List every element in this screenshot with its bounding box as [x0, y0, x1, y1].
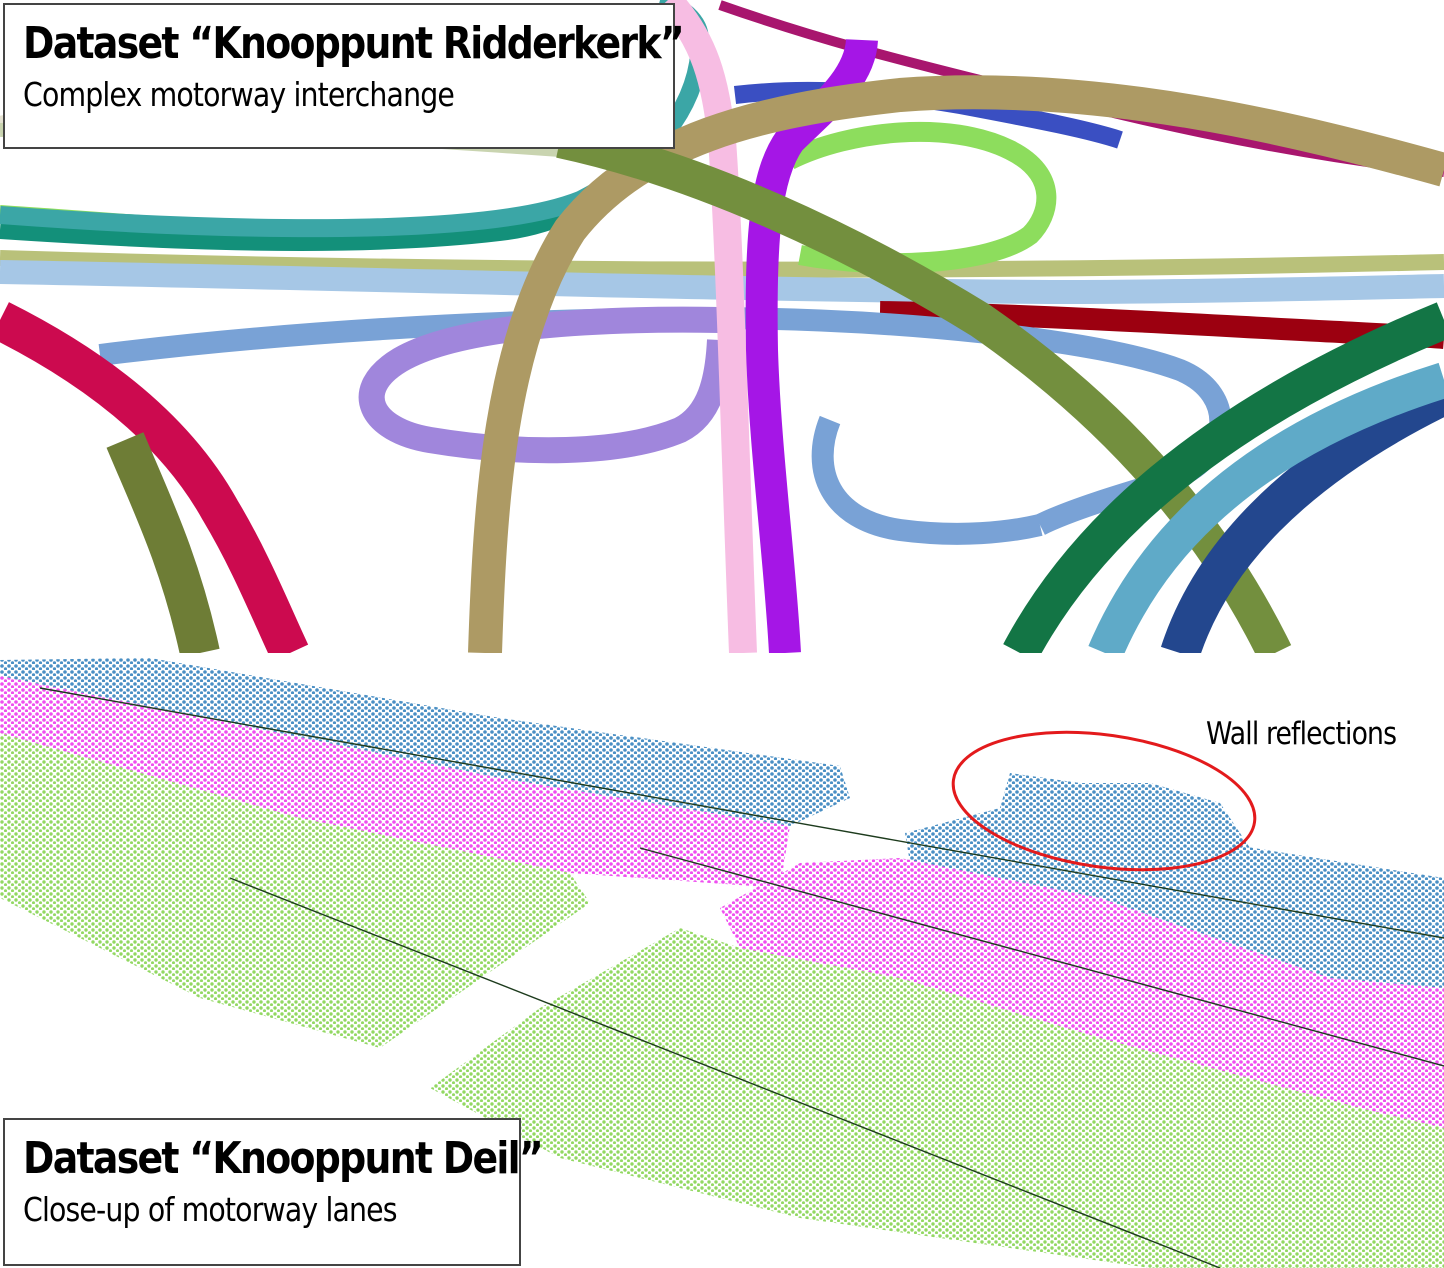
bottom-dataset-label: Dataset “Knooppunt Deil” Close-up of mot… — [3, 1118, 544, 1266]
lanes-closeup-view: Wall reflections Dataset “Knooppunt Deil… — [0, 658, 1444, 1268]
ribbon-lime-loop — [785, 121, 1057, 274]
lane-marking-line — [639, 847, 1444, 1067]
ribbon-lavender — [358, 306, 733, 464]
ribbon-navy — [1160, 377, 1444, 653]
lane-blue-left — [0, 658, 850, 826]
wall-reflections-label: Wall reflections — [1206, 716, 1397, 752]
lane-magenta-left — [0, 676, 790, 888]
bottom-dataset-title: Dataset “Knooppunt Deil” — [23, 1133, 544, 1184]
ribbon-steel-blue-lower — [811, 415, 1043, 545]
top-dataset-label: Dataset “Knooppunt Ridderkerk” Complex m… — [3, 3, 685, 149]
ribbon-khaki — [0, 250, 1444, 278]
lane-marking-line — [229, 877, 1221, 1268]
ribbon-dark-green — [1003, 302, 1444, 653]
ribbon-steel-blue — [98, 306, 1232, 535]
ribbon-sky-blue — [1088, 362, 1444, 653]
lane-wall-reflection — [1000, 773, 1250, 848]
lane-magenta-right — [720, 858, 1444, 1128]
top-dataset-title: Dataset “Knooppunt Ridderkerk” — [23, 18, 685, 69]
lane-marking-line — [39, 687, 1444, 939]
bottom-dataset-subtitle: Close-up of motorway lanes — [23, 1190, 398, 1229]
lane-green-left — [0, 733, 590, 1048]
interchange-view: Dataset “Knooppunt Ridderkerk” Complex m… — [0, 0, 1444, 653]
ribbon-tan — [468, 75, 1444, 653]
ribbon-olive — [106, 432, 220, 653]
lane-green-right — [430, 928, 1444, 1268]
top-dataset-subtitle: Complex motorway interchange — [23, 75, 455, 114]
ribbon-crimson — [0, 302, 309, 653]
ribbon-light-blue — [0, 260, 1444, 305]
wall-reflection-ellipse — [951, 730, 1257, 872]
lane-point-cloud — [0, 658, 1444, 1268]
